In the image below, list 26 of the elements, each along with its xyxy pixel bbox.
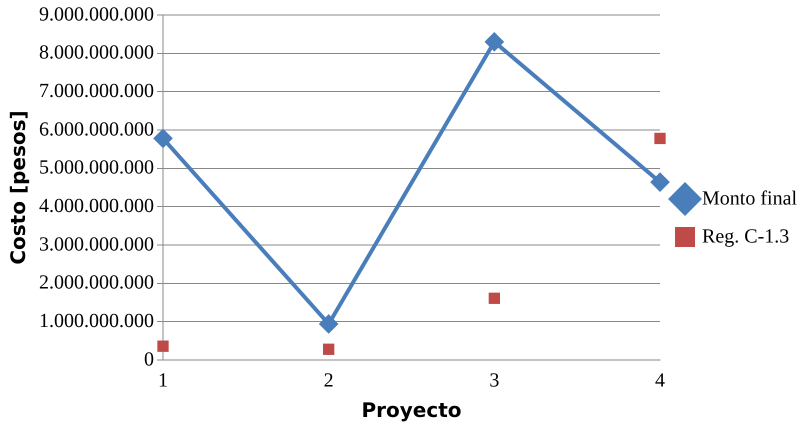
point (651, 173, 670, 192)
y-tick-label: 1.000.000.000 (39, 310, 154, 332)
x-tick-label: 2 (324, 369, 334, 392)
point (654, 132, 666, 144)
y-tick-label: 7.000.000.000 (39, 80, 154, 102)
x-axis-title: Proyecto (361, 398, 462, 422)
point (488, 292, 500, 304)
y-tick-label: 9.000.000.000 (39, 3, 154, 26)
point (485, 32, 504, 51)
legend-label: Monto final (702, 187, 798, 210)
x-tick-label: 1 (158, 369, 168, 392)
x-tick-label: 3 (489, 369, 500, 392)
y-tick-label: 3.000.000.000 (39, 233, 154, 256)
y-tick-label: 5.000.000.000 (39, 156, 154, 179)
legend-label: Reg. C-1.3 (702, 225, 790, 248)
y-tick-label: 8.000.000.000 (39, 42, 154, 64)
y-axis-title: Costo [pesos] (6, 110, 30, 265)
point (154, 129, 172, 148)
point (157, 340, 169, 352)
y-tick-label: 4.000.000.000 (39, 194, 154, 217)
x-tick-label: 4 (655, 369, 666, 392)
y-tick-label: 0 (144, 348, 154, 370)
y-tick-label: 2.000.000.000 (39, 272, 154, 294)
point (320, 314, 338, 333)
y-tick-label: 6.000.000.000 (39, 118, 154, 140)
point (323, 344, 334, 355)
